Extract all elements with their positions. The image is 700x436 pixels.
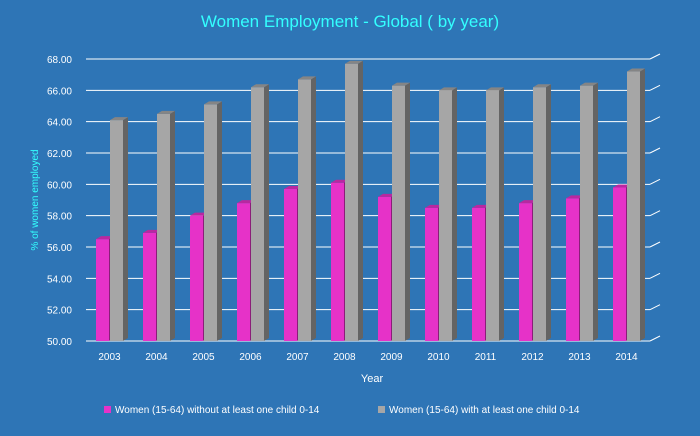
gridline-depth <box>649 53 661 60</box>
bar <box>298 76 316 341</box>
y-tick-label: 60.00 <box>47 180 72 191</box>
y-tick-labels: 50.00 52.00 54.00 56.00 58.00 60.00 62.00 64.00… <box>47 55 72 348</box>
y-tick-label: 54.00 <box>47 274 72 285</box>
x-tick-label: 2008 <box>333 352 356 363</box>
x-tick-labels: 2003 2004 2005 2006 2007 2008 2009 2010 2011 2012… <box>98 352 638 363</box>
legend-label: Women (15-64) without at least one child… <box>115 405 320 416</box>
gridline-depth <box>649 304 661 311</box>
y-tick-label: 62.00 <box>47 149 72 160</box>
x-tick-label: 2014 <box>615 352 638 363</box>
legend-swatch <box>104 406 111 413</box>
x-tick-label: 2009 <box>380 352 403 363</box>
gridline-depth <box>649 178 661 185</box>
legend: Women (15-64) without at least one child… <box>104 405 580 416</box>
y-tick-label: 64.00 <box>47 118 72 129</box>
y-tick-label: 66.00 <box>47 86 72 97</box>
bar <box>533 84 551 341</box>
y-tick-label: 50.00 <box>47 337 72 348</box>
bar <box>345 60 363 341</box>
x-tick-label: 2007 <box>286 352 309 363</box>
chart-title: Women Employment - Global ( by year) <box>201 12 499 31</box>
gridline-depth <box>649 210 661 217</box>
x-tick-label: 2011 <box>475 352 497 363</box>
bar <box>439 87 457 341</box>
gridline-depth <box>649 116 661 123</box>
bars <box>96 60 645 342</box>
x-tick-label: 2010 <box>427 352 450 363</box>
bar <box>392 82 410 341</box>
x-tick-label: 2012 <box>521 352 544 363</box>
bar <box>486 87 504 341</box>
y-tick-label: 68.00 <box>47 55 72 66</box>
gridline-depth <box>649 147 661 154</box>
gridlines <box>86 53 661 342</box>
bar <box>627 68 645 342</box>
y-tick-label: 56.00 <box>47 243 72 254</box>
x-tick-label: 2004 <box>145 352 168 363</box>
x-tick-label: 2003 <box>98 352 121 363</box>
bar <box>251 84 269 341</box>
bar <box>580 82 598 341</box>
gridline-depth <box>649 335 661 342</box>
x-tick-label: 2006 <box>239 352 262 363</box>
gridline-depth <box>649 241 661 248</box>
x-tick-label: 2013 <box>568 352 591 363</box>
x-axis-label: Year <box>361 373 384 385</box>
bar <box>204 101 222 341</box>
gridline-depth <box>649 84 661 91</box>
bar <box>110 117 128 341</box>
bar <box>157 110 175 341</box>
x-tick-label: 2005 <box>192 352 215 363</box>
y-axis-label: % of women employed <box>30 149 41 250</box>
gridline-depth <box>649 272 661 279</box>
legend-swatch <box>378 406 385 413</box>
legend-label: Women (15-64) with at least one child 0-… <box>389 405 580 416</box>
y-tick-label: 58.00 <box>47 212 72 223</box>
y-tick-label: 52.00 <box>47 306 72 317</box>
